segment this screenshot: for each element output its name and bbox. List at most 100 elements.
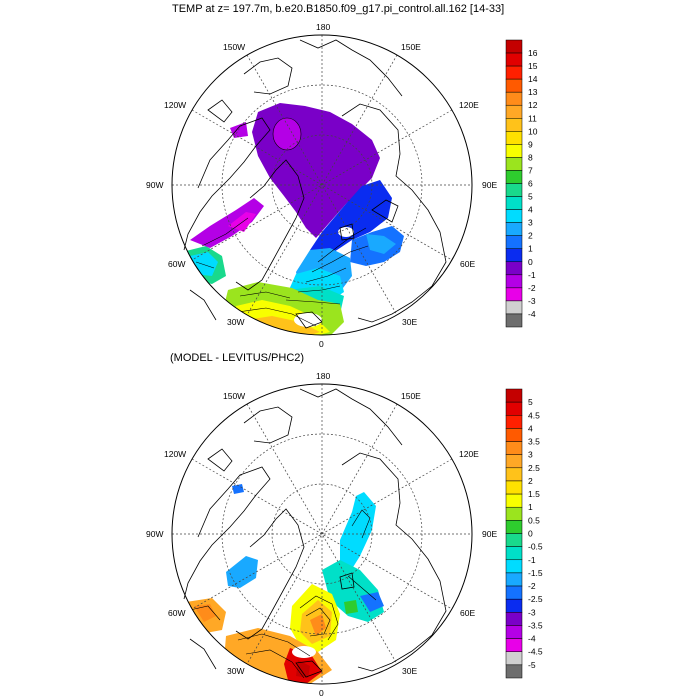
lon-label-0-bottom: 0: [319, 688, 324, 698]
top-colorbar-tick-label: 11: [528, 113, 537, 123]
bottom-colorbar-tick-label: -4: [528, 634, 536, 644]
bottom-colorbar-tick-label: 3.5: [528, 437, 540, 447]
top-colorbar-tick-label: 4: [528, 205, 533, 215]
bottom-colorbar-swatch: [505, 441, 523, 455]
lon-label-30w: 30W: [227, 317, 244, 327]
eurasian-slope-band: [310, 180, 392, 262]
top-colorbar-swatch: [505, 157, 523, 171]
bottom-colorbar-tick-label: -5: [528, 660, 536, 670]
baffin-anomaly-blue: [232, 484, 244, 494]
top-colorbar-swatch: [505, 235, 523, 249]
top-graticule: [172, 35, 472, 335]
top-colorbar-swatch: [505, 183, 523, 197]
baffin-anomaly: [226, 556, 258, 588]
lon-label-90e: 90E: [482, 180, 497, 190]
top-colorbar-swatch: [505, 65, 523, 80]
bottom-colorbar-swatch: [505, 559, 523, 574]
top-polar-map: 180 0 90W 90E 150W 150E 120W 120E 60W 60…: [146, 22, 497, 349]
top-colorbar-swatch: [505, 39, 523, 54]
bottom-colorbar-tick-label: 2.5: [528, 463, 540, 473]
bottom-colorbar-swatch: [505, 467, 523, 482]
top-colorbar-swatch: [505, 287, 523, 302]
lon-label-150e-bottom: 150E: [401, 391, 421, 401]
bottom-colorbar-swatch: [505, 572, 523, 587]
top-coastlines: [183, 39, 447, 329]
top-colorbar-tick-label: 15: [528, 61, 538, 71]
bottom-colorbar-swatch: [505, 625, 523, 639]
bottom-colorbar-swatch: [505, 506, 523, 521]
bottom-colorbar-swatch: [505, 546, 523, 561]
top-colorbar-swatch: [505, 52, 523, 67]
top-colorbar-swatch: [505, 118, 523, 132]
top-colorbar-swatch: [505, 196, 523, 210]
difference-plot-title: (MODEL - LEVITUS/PHC2): [170, 352, 305, 364]
bottom-colorbar-tick-label: 0.5: [528, 515, 540, 525]
top-colorbar-tick-label: 1: [528, 244, 533, 254]
top-colorbar-tick-label: 6: [528, 179, 533, 189]
lon-label-60e-bottom: 60E: [460, 608, 475, 618]
bottom-colorbar-tick-label: 1: [528, 502, 533, 512]
top-colorbar-swatch: [505, 222, 523, 236]
bottom-colorbar-tick-label: 3: [528, 450, 533, 460]
bottom-colorbar-tick-label: 4: [528, 423, 533, 433]
lon-label-120w: 120W: [164, 100, 186, 110]
lon-label-90w: 90W: [146, 180, 163, 190]
top-colorbar-tick-label: 9: [528, 139, 533, 149]
top-colorbar-tick-label: -2: [528, 283, 536, 293]
canadian-archipelago-channel: [230, 122, 248, 138]
top-colorbar-swatch: [505, 274, 523, 289]
bottom-graticule: [172, 384, 472, 684]
bottom-colorbar-tick-label: 0: [528, 529, 533, 539]
lon-label-150w: 150W: [223, 42, 245, 52]
svalbard: [338, 227, 354, 237]
top-colorbar-tick-label: 10: [528, 126, 538, 136]
bottom-colorbar-tick-label: -1.5: [528, 568, 543, 578]
bottom-colorbar-tick-label: -3: [528, 607, 536, 617]
lon-label-90w-bottom: 90W: [146, 529, 163, 539]
eurasian-basin-anomaly: [340, 492, 376, 572]
bottom-colorbar-swatch: [505, 651, 523, 666]
top-colorbar-tick-label: 5: [528, 192, 533, 202]
bottom-colorbar-tick-label: 2: [528, 476, 533, 486]
top-colorbar-swatch: [505, 78, 523, 93]
bottom-map-border: [171, 383, 473, 685]
bottom-colorbar-tick-label: -3.5: [528, 620, 543, 630]
top-colorbar-swatch: [505, 104, 523, 119]
bottom-colorbar-tick-label: -1: [528, 555, 536, 565]
bottom-colorbar-tick-label: -2: [528, 581, 536, 591]
bottom-coastlines: [183, 388, 447, 678]
top-colorbar-tick-label: -3: [528, 296, 536, 306]
top-colorbar-tick-label: 13: [528, 87, 538, 97]
bottom-contours: [189, 509, 377, 679]
lon-label-150w-bottom: 150W: [223, 391, 245, 401]
bottom-colorbar-tick-label: -4.5: [528, 647, 543, 657]
lon-label-120e: 120E: [459, 100, 479, 110]
top-map-border: [171, 34, 473, 336]
bottom-colorbar-swatch: [505, 533, 523, 547]
lon-label-90e-bottom: 90E: [482, 529, 497, 539]
bottom-map-fields: [186, 484, 384, 684]
bottom-colorbar-tick-label: -0.5: [528, 542, 543, 552]
lon-label-120w-bottom: 120W: [164, 449, 186, 459]
top-colorbar-swatch: [505, 170, 523, 184]
barents-warm-patch: [366, 234, 396, 254]
cold-core-contour: [272, 117, 302, 151]
bottom-colorbar-swatch: [505, 428, 523, 442]
bottom-colorbar: 5 4.5 4 3.5 3 2.5 2 1.5 1 0.5 0 -0.5 -1 -1.5 -2 -2.5 -3 -…: [505, 388, 543, 679]
lon-label-150e: 150E: [401, 42, 421, 52]
top-colorbar-swatch: [505, 131, 523, 145]
baffin-bay-region: [190, 198, 264, 248]
bottom-colorbar-swatch: [505, 388, 523, 403]
top-colorbar-tick-label: 2: [528, 231, 533, 241]
top-colorbar-swatch: [505, 248, 523, 263]
top-colorbar-tick-label: 8: [528, 152, 533, 162]
bottom-colorbar-swatch: [505, 664, 523, 679]
top-colorbar-swatch: [505, 91, 523, 106]
plot-title: TEMP at z= 197.7m, b.e20.B1850.f09_g17.p…: [172, 3, 505, 15]
lon-label-30e: 30E: [402, 317, 417, 327]
lon-label-60e: 60E: [460, 259, 475, 269]
bottom-colorbar-swatch: [505, 454, 523, 469]
top-colorbar-swatch: [505, 261, 523, 276]
top-colorbar-tick-label: 14: [528, 74, 538, 84]
